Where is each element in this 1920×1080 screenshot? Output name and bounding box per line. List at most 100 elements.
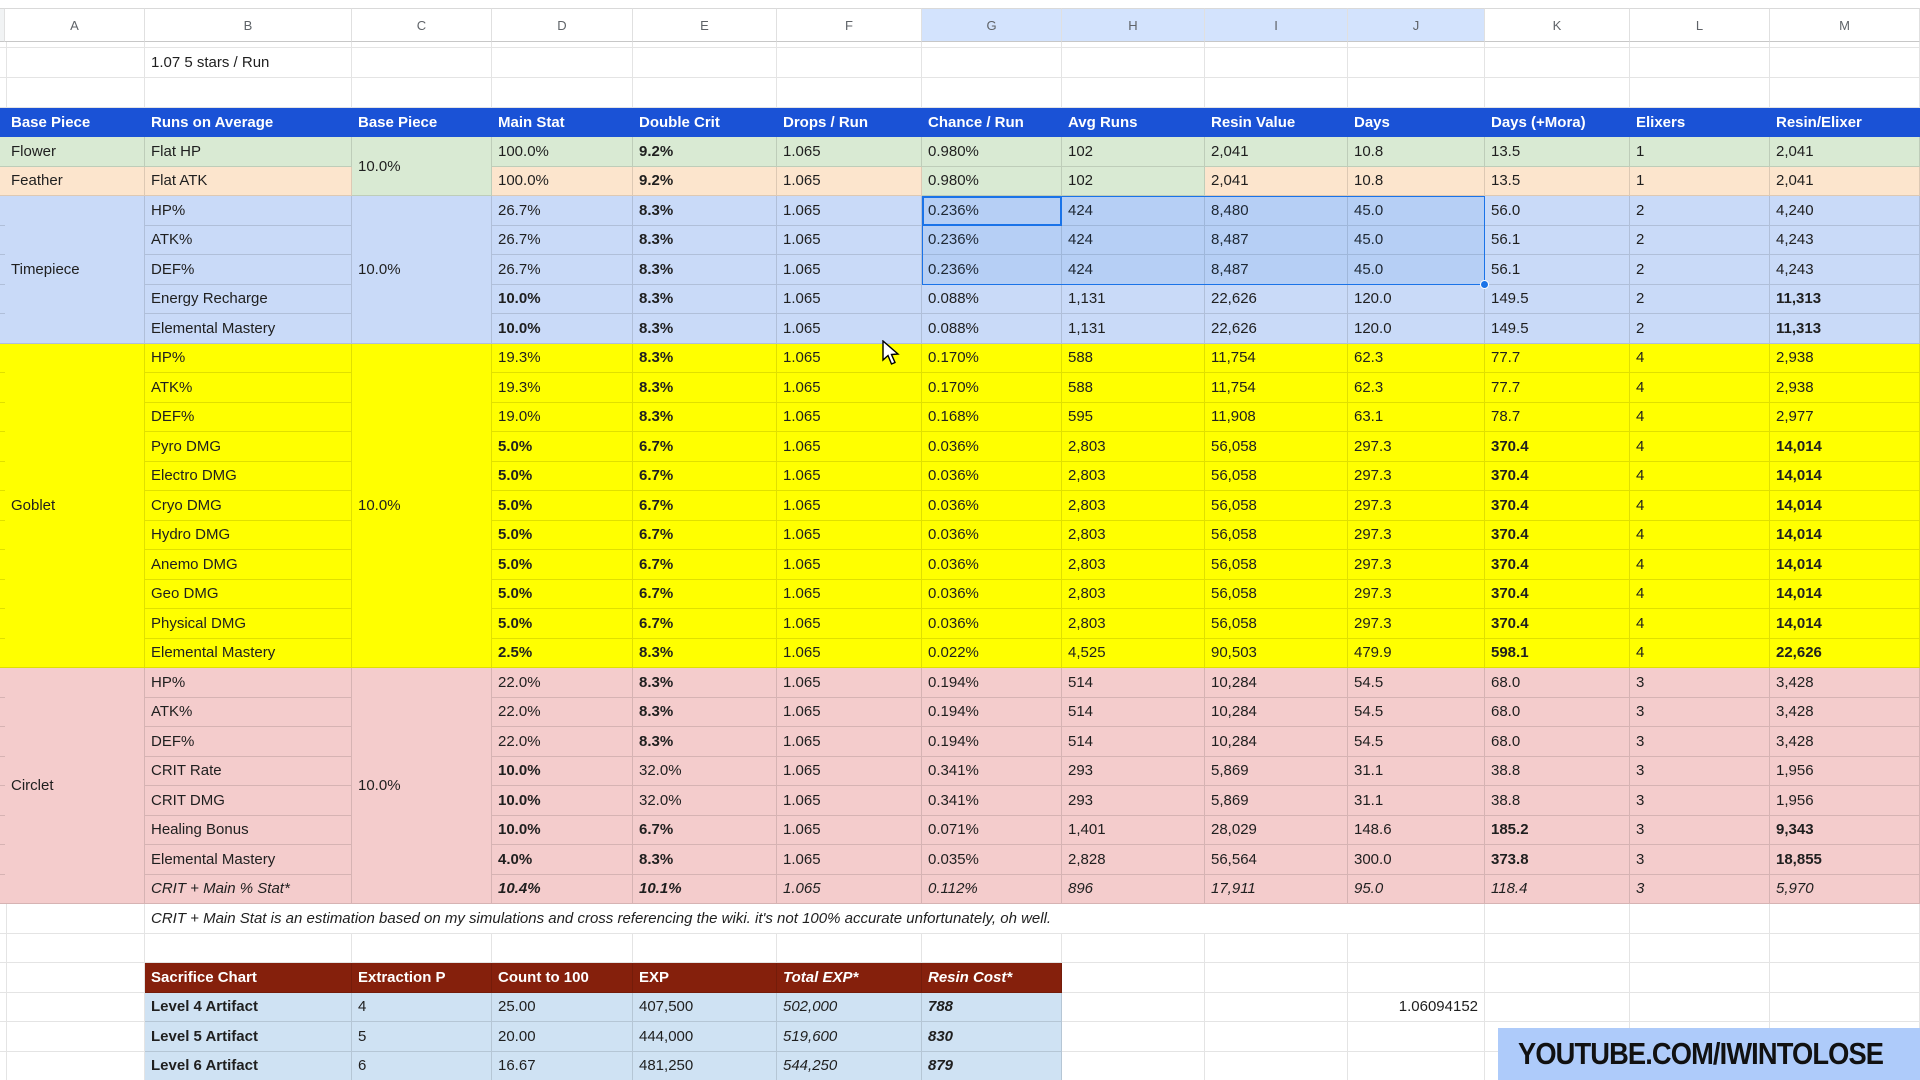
cell-B-stat[interactable]: Flat HP [145,137,352,167]
cell-G-physical-dmg[interactable]: 0.036% [922,609,1062,639]
sacrifice-header-extraction-p[interactable]: Extraction P [352,963,492,993]
empty-cell[interactable] [1630,78,1770,108]
cell-B-stat[interactable]: Elemental Mastery [145,638,352,668]
sacrifice-cell-C[interactable]: 5 [352,1022,492,1052]
sacrifice-cell-E[interactable]: 444,000 [633,1022,777,1052]
cell-L-geo-dmg[interactable]: 4 [1630,579,1770,609]
empty-cell[interactable] [5,963,145,993]
cell-G-geo-dmg[interactable]: 0.036% [922,579,1062,609]
cell-E-flat-atk[interactable]: 9.2% [633,166,777,196]
header-cell-drops-run[interactable]: Drops / Run [783,114,868,131]
cell-M-geo-dmg[interactable]: 14,014 [1770,579,1920,609]
cell-F-elemental-mastery[interactable]: 1.065 [777,845,922,875]
empty-cell[interactable] [1205,1051,1348,1080]
footnote-cell[interactable]: CRIT + Main Stat is an estimation based … [145,904,1485,934]
cell-M-hydro-dmg[interactable]: 14,014 [1770,520,1920,550]
cell-I-geo-dmg[interactable]: 56,058 [1205,579,1348,609]
cell-J-healing-bonus[interactable]: 148.6 [1348,815,1485,845]
cell-G-flat-atk[interactable]: 0.980% [922,166,1062,196]
sacrifice-cell-F[interactable]: 502,000 [777,992,922,1022]
cell-J-elemental-mastery[interactable]: 300.0 [1348,845,1485,875]
cell-E-crit-dmg[interactable]: 32.0% [633,786,777,816]
cell-D-electro-dmg[interactable]: 5.0% [492,461,633,491]
cell-L-pyro-dmg[interactable]: 4 [1630,432,1770,462]
cell-H-hp-[interactable]: 588 [1062,343,1205,373]
cell-K-hp-[interactable]: 77.7 [1485,343,1630,373]
cell-E-hp-[interactable]: 8.3% [633,343,777,373]
cell-E-atk-[interactable]: 8.3% [633,225,777,255]
cell-F-elemental-mastery[interactable]: 1.065 [777,638,922,668]
cell-K-atk-[interactable]: 56.1 [1485,225,1630,255]
cell-E-cryo-dmg[interactable]: 6.7% [633,491,777,521]
cell-F-cryo-dmg[interactable]: 1.065 [777,491,922,521]
empty-cell[interactable] [1485,42,1630,48]
cell-J-hp-[interactable]: 45.0 [1348,196,1485,226]
cell-J-elemental-mastery[interactable]: 120.0 [1348,314,1485,344]
cell-M-atk-[interactable]: 2,938 [1770,373,1920,403]
cell-K-hp-[interactable]: 68.0 [1485,668,1630,698]
cell-L-hydro-dmg[interactable]: 4 [1630,520,1770,550]
cell-L-anemo-dmg[interactable]: 4 [1630,550,1770,580]
cell-H-def-[interactable]: 595 [1062,402,1205,432]
cell-I-elemental-mastery[interactable]: 90,503 [1205,638,1348,668]
cell-M-physical-dmg[interactable]: 14,014 [1770,609,1920,639]
cell-J-flat-hp[interactable]: 10.8 [1348,137,1485,167]
cell-L-flat-hp[interactable]: 1 [1630,137,1770,167]
cell-L-energy-recharge[interactable]: 2 [1630,284,1770,314]
sacrifice-row-label[interactable]: Level 6 Artifact [145,1051,352,1080]
cell-E-healing-bonus[interactable]: 6.7% [633,815,777,845]
empty-cell[interactable] [1485,933,1630,963]
cell-J-flat-atk[interactable]: 10.8 [1348,166,1485,196]
cell-B-stat[interactable]: HP% [145,668,352,698]
cell-L-elemental-mastery[interactable]: 3 [1630,845,1770,875]
cell-H-electro-dmg[interactable]: 2,803 [1062,461,1205,491]
sacrifice-cell-D[interactable]: 20.00 [492,1022,633,1052]
cell-D-flat-atk[interactable]: 100.0% [492,166,633,196]
cell-G-hydro-dmg[interactable]: 0.036% [922,520,1062,550]
cell-J-energy-recharge[interactable]: 120.0 [1348,284,1485,314]
cell-B-stat[interactable]: Physical DMG [145,609,352,639]
cell-M-def-[interactable]: 3,428 [1770,727,1920,757]
cell-D-elemental-mastery[interactable]: 2.5% [492,638,633,668]
cell-I-atk-[interactable]: 10,284 [1205,697,1348,727]
cell-L-elemental-mastery[interactable]: 2 [1630,314,1770,344]
empty-cell[interactable] [1205,933,1348,963]
empty-cell[interactable] [492,933,633,963]
cell-G-elemental-mastery[interactable]: 0.022% [922,638,1062,668]
empty-cell[interactable] [492,78,633,108]
cell-B-stat[interactable]: ATK% [145,373,352,403]
cell-F-def-[interactable]: 1.065 [777,255,922,285]
empty-cell[interactable] [1630,42,1770,48]
cell-E-hp-[interactable]: 8.3% [633,196,777,226]
empty-cell[interactable] [1770,48,1920,78]
cell-A-circlet[interactable]: Circlet [5,668,145,904]
cell-I-healing-bonus[interactable]: 28,029 [1205,815,1348,845]
cell-K-hp-[interactable]: 56.0 [1485,196,1630,226]
cell-G-atk-[interactable]: 0.194% [922,697,1062,727]
cell-K-crit-main-stat-[interactable]: 118.4 [1485,874,1630,904]
cell-B-stat[interactable]: Elemental Mastery [145,845,352,875]
empty-cell[interactable] [492,48,633,78]
column-header-F[interactable]: F [777,8,922,42]
cell-F-electro-dmg[interactable]: 1.065 [777,461,922,491]
empty-cell[interactable] [5,78,145,108]
cell-E-def-[interactable]: 8.3% [633,727,777,757]
cell-D-healing-bonus[interactable]: 10.0% [492,815,633,845]
empty-cell[interactable] [1062,1022,1205,1052]
cell-E-def-[interactable]: 8.3% [633,255,777,285]
cell-J-geo-dmg[interactable]: 297.3 [1348,579,1485,609]
empty-cell[interactable] [1205,992,1348,1022]
cell-G-crit-dmg[interactable]: 0.341% [922,786,1062,816]
cell-G-healing-bonus[interactable]: 0.071% [922,815,1062,845]
cell-K-energy-recharge[interactable]: 149.5 [1485,284,1630,314]
cell-M-hp-[interactable]: 2,938 [1770,343,1920,373]
cell-F-def-[interactable]: 1.065 [777,402,922,432]
cell-D-elemental-mastery[interactable]: 10.0% [492,314,633,344]
cell-G-energy-recharge[interactable]: 0.088% [922,284,1062,314]
cell-D-def-[interactable]: 26.7% [492,255,633,285]
cell-B-stat[interactable]: Hydro DMG [145,520,352,550]
cell-K-physical-dmg[interactable]: 370.4 [1485,609,1630,639]
cell-H-elemental-mastery[interactable]: 4,525 [1062,638,1205,668]
cell-M-flat-hp[interactable]: 2,041 [1770,137,1920,167]
header-cell-days-mora-[interactable]: Days (+Mora) [1491,114,1586,131]
